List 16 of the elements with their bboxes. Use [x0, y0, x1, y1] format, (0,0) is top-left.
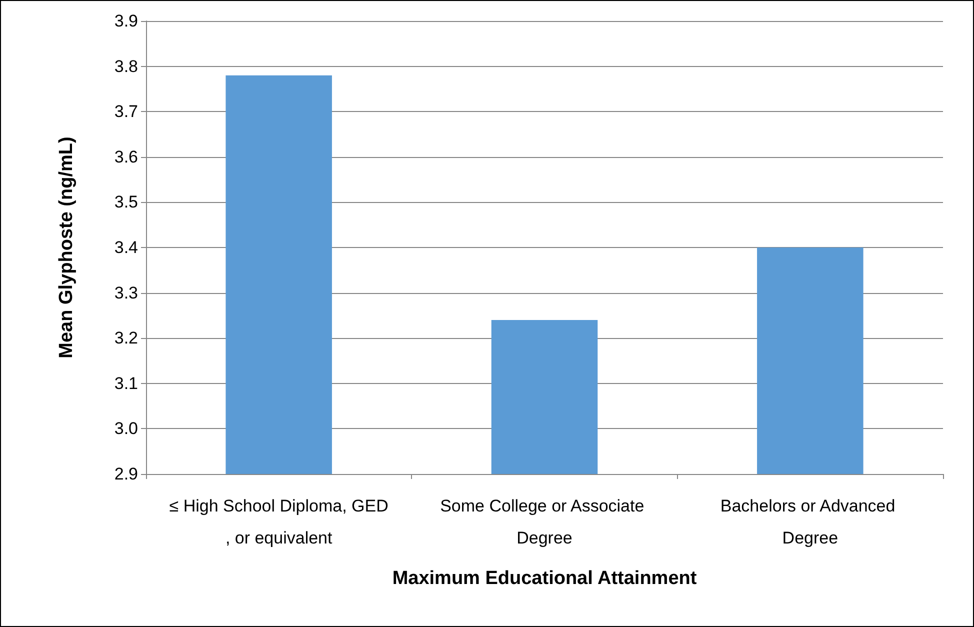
y-tick-label: 3.5 — [114, 192, 138, 212]
y-tick-label: 3.9 — [114, 12, 138, 30]
y-tick-label: 3.1 — [114, 374, 138, 393]
y-tick-label: 3.0 — [114, 419, 138, 438]
y-tick-label: 3.7 — [114, 102, 138, 122]
x-tick-label: Some College or Associate Degree — [440, 496, 649, 548]
y-tick-label: 3.8 — [114, 56, 138, 76]
y-tick-label: 2.9 — [114, 464, 138, 484]
y-tick-label: 3.6 — [114, 147, 138, 166]
y-tick-label: 3.3 — [114, 283, 138, 302]
x-tick-label: ≤ High School Diploma, GED, or equivalent — [169, 496, 388, 548]
y-tick-label: 3.2 — [114, 328, 138, 348]
y-tick-label: 3.4 — [114, 238, 138, 257]
y-axis-title: Mean Glyphoste (ng/mL) — [56, 136, 77, 358]
x-tick-label: Bachelors or Advanced Degree — [720, 496, 900, 548]
x-axis-title: Maximum Educational Attainment — [392, 568, 698, 589]
